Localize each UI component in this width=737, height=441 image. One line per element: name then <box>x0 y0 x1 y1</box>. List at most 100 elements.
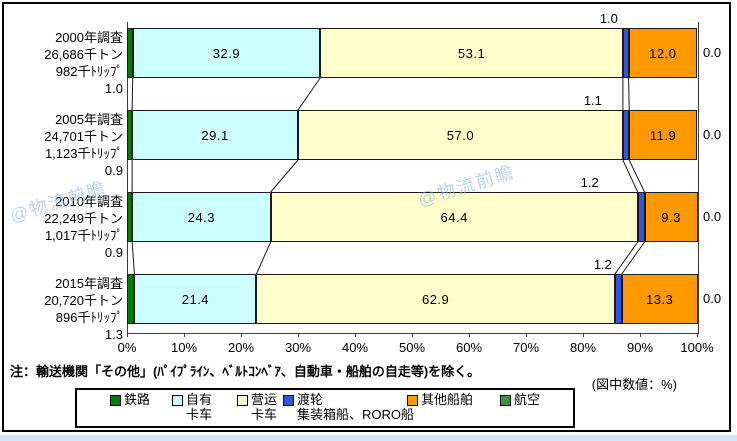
ferry-value-label: 1.1 <box>583 93 602 108</box>
axis-tick-label: 10% <box>170 340 198 355</box>
plot-area <box>127 22 699 334</box>
bar-segment-2: 21.4 <box>134 274 257 324</box>
legend-item: 自有 卡车 <box>172 392 212 422</box>
bar-segment-1 <box>127 192 133 242</box>
segment-value-label: 57.0 <box>446 127 475 143</box>
category-label-line: 22,249千トン <box>44 211 123 226</box>
category-label-line: 24,701千トン <box>44 129 123 144</box>
category-label: 2000年調査 26,686千トン 982千ﾄﾘｯﾌﾟ 1.0 <box>9 29 123 97</box>
axis-tick-label: 100% <box>680 340 714 355</box>
segment-value-label: 12.0 <box>649 45 677 61</box>
legend-swatch-icon <box>110 395 121 406</box>
railway-value-label: 1.0 <box>104 81 123 96</box>
segment-value-label: 24.3 <box>187 209 216 225</box>
segment-value-label: 9.3 <box>661 209 681 225</box>
category-label: 2015年調査 20,720千トン 896千ﾄﾘｯﾌﾟ 1.3 <box>9 275 123 343</box>
category-label-line: 1,017千ﾄﾘｯﾌﾟ <box>44 228 123 243</box>
legend-swatch-icon <box>500 395 511 406</box>
category-label-line: 1,123千ﾄﾘｯﾌﾟ <box>44 146 123 161</box>
category-label-line: 2015年調査 <box>55 276 123 291</box>
axis-tick-label: 40% <box>341 340 369 355</box>
category-label: 2005年調査 24,701千トン 1,123千ﾄﾘｯﾌﾟ 0.9 <box>9 111 123 179</box>
axis-tick-label: 60% <box>455 340 483 355</box>
axis-tick-label: 80% <box>569 340 597 355</box>
bar-segment-2: 24.3 <box>132 192 271 242</box>
axis-tick <box>127 333 128 337</box>
axis-tick-label: 70% <box>512 340 540 355</box>
bar-segment-3: 64.4 <box>270 192 638 242</box>
axis-tick <box>184 333 185 337</box>
segment-value-label: 32.9 <box>212 45 241 61</box>
category-label: 2010年調査 22,249千トン 1,017千ﾄﾘｯﾌﾟ 0.9 <box>9 193 123 261</box>
axis-tick <box>355 333 356 337</box>
axis-tick-label: 0% <box>117 340 137 355</box>
legend-box <box>75 388 575 428</box>
axis-tick <box>298 333 299 337</box>
unit-note: (図中数値：%) <box>591 377 677 392</box>
air-value-label: 0.0 <box>703 127 722 142</box>
footnote: 注：輸送機関「その他」(ﾊﾟｲﾌﾟﾗｲﾝ、ﾍﾞﾙﾄｺﾝﾍﾞｱ、自動車・船舶の自走… <box>10 364 481 379</box>
legend-swatch-icon <box>172 395 183 406</box>
bar-segment-4 <box>614 274 622 324</box>
legend-label: 渡轮 <box>297 392 324 407</box>
category-label-line: 20,720千トン <box>44 293 123 308</box>
category-label-line: 2000年調査 <box>55 30 123 45</box>
category-label-line: 26,686千トン <box>44 47 123 62</box>
bar-segment-5: 12.0 <box>628 28 697 78</box>
bar-segment-4 <box>622 28 629 78</box>
bar-segment-1 <box>127 110 133 160</box>
legend-item: 鉄路 <box>110 392 150 407</box>
legend-item: 营运 卡车 <box>237 392 277 422</box>
segment-value-label: 13.3 <box>645 291 674 307</box>
axis-tick <box>697 333 698 337</box>
category-label-line: 2010年調査 <box>55 194 123 209</box>
axis-tick-label: 20% <box>227 340 255 355</box>
segment-value-label: 53.1 <box>457 45 486 61</box>
air-value-label: 0.0 <box>703 291 722 306</box>
axis-tick-label: 90% <box>626 340 654 355</box>
segment-value-label: 29.1 <box>201 127 229 143</box>
air-value-label: 0.0 <box>703 209 722 224</box>
bottom-edge-strip <box>0 435 737 441</box>
bar-segment-5: 11.9 <box>629 110 697 160</box>
legend-label: 自有 <box>186 392 213 407</box>
legend-item: 航空 <box>500 392 540 407</box>
ferry-value-label: 1.2 <box>593 257 612 272</box>
axis-tick-label: 30% <box>284 340 312 355</box>
legend-label: 卡车 <box>251 407 278 422</box>
legend-swatch-icon <box>237 395 248 406</box>
legend-label: 集装箱船、RORO船 <box>297 407 415 422</box>
legend-swatch-icon <box>283 395 294 406</box>
legend-label: 鉄路 <box>124 392 151 407</box>
railway-value-label: 0.9 <box>104 163 123 178</box>
axis-tick <box>241 333 242 337</box>
axis-tick <box>583 333 584 337</box>
segment-value-label: 62.9 <box>421 291 450 307</box>
bar-segment-3: 53.1 <box>320 28 623 78</box>
bar-segment-2: 32.9 <box>132 28 321 78</box>
railway-value-label: 1.3 <box>104 327 123 342</box>
bar-segment-5: 9.3 <box>644 192 698 242</box>
category-label-line: 896千ﾄﾘｯﾌﾟ <box>55 310 123 325</box>
bar-segment-3: 57.0 <box>298 110 623 160</box>
legend-label: 营运 <box>251 392 278 407</box>
axis-tick <box>640 333 641 337</box>
segment-value-label: 11.9 <box>649 127 677 143</box>
segment-value-label: 64.4 <box>440 209 468 225</box>
legend-item: 其他船舶 <box>407 392 473 407</box>
bar-segment-1 <box>127 274 135 324</box>
bar-segment-2: 29.1 <box>132 110 298 160</box>
bar-segment-1 <box>127 28 133 78</box>
category-label-line: 982千ﾄﾘｯﾌﾟ <box>55 64 123 79</box>
legend-label: 航空 <box>514 392 541 407</box>
bar-segment-4 <box>622 110 630 160</box>
axis-tick-label: 50% <box>398 340 426 355</box>
axis-tick <box>412 333 413 337</box>
segment-value-label: 21.4 <box>181 291 210 307</box>
legend-label: 其他船舶 <box>421 392 474 407</box>
ferry-value-label: 1.2 <box>580 175 599 190</box>
bar-segment-3: 62.9 <box>256 274 615 324</box>
axis-tick <box>469 333 470 337</box>
bar-segment-4 <box>637 192 645 242</box>
